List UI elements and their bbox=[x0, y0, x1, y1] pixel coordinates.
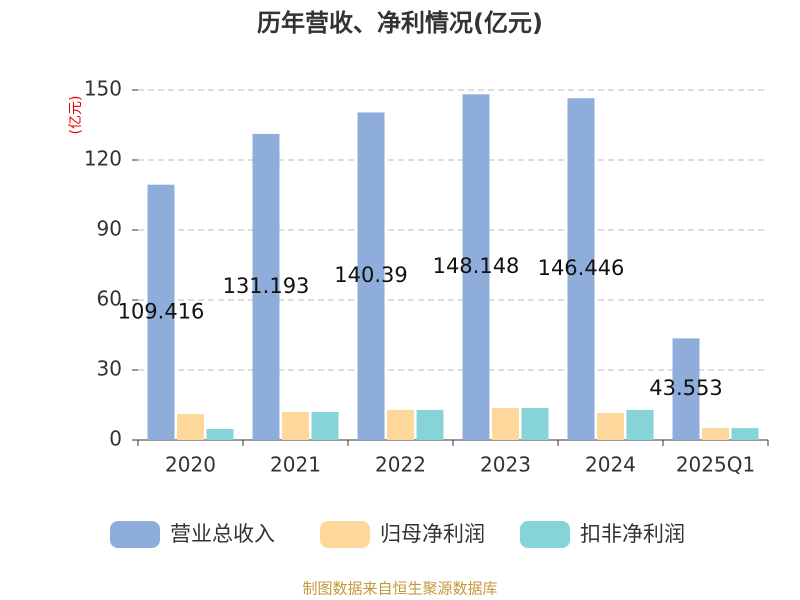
bar bbox=[521, 408, 549, 440]
bar bbox=[731, 428, 759, 440]
data-label: 109.416 bbox=[118, 299, 205, 323]
bar bbox=[147, 184, 175, 440]
data-label: 146.446 bbox=[538, 256, 625, 280]
bar bbox=[252, 133, 280, 440]
y-tick-label: 120 bbox=[84, 147, 122, 171]
data-label: 43.553 bbox=[649, 376, 722, 400]
y-tick-label: 150 bbox=[84, 77, 122, 101]
bar bbox=[462, 94, 490, 440]
x-tick-label: 2020 bbox=[165, 453, 216, 477]
bar bbox=[626, 409, 654, 440]
x-tick-label: 2023 bbox=[480, 453, 531, 477]
bar bbox=[282, 412, 309, 440]
bar bbox=[597, 412, 624, 440]
bar bbox=[702, 428, 729, 440]
bar bbox=[567, 98, 595, 440]
bar bbox=[357, 112, 385, 440]
y-axis-label: (亿元) bbox=[68, 96, 84, 135]
x-tick-label: 2022 bbox=[375, 453, 426, 477]
y-tick-label: 90 bbox=[97, 217, 122, 241]
x-tick-label: 2025Q1 bbox=[676, 453, 755, 477]
bar bbox=[672, 338, 700, 440]
x-tick-label: 2024 bbox=[585, 453, 636, 477]
data-label: 131.193 bbox=[223, 274, 310, 298]
legend-label: 营业总收入 bbox=[170, 522, 275, 546]
source-note: 制图数据来自恒生聚源数据库 bbox=[302, 580, 497, 598]
legend-label: 扣非净利润 bbox=[580, 522, 685, 546]
data-label: 148.148 bbox=[433, 254, 520, 278]
legend-swatch bbox=[520, 521, 570, 548]
bar bbox=[387, 409, 414, 440]
x-tick-label: 2021 bbox=[270, 453, 321, 477]
y-tick-label: 60 bbox=[97, 287, 122, 311]
bar bbox=[492, 408, 519, 440]
chart-title: 历年营收、净利情况(亿元) bbox=[257, 9, 543, 37]
bar bbox=[177, 414, 204, 440]
data-label: 140.39 bbox=[334, 263, 407, 287]
bar bbox=[416, 409, 444, 440]
bar bbox=[311, 412, 339, 440]
legend-swatch bbox=[110, 521, 160, 548]
legend-label: 归母净利润 bbox=[380, 522, 485, 546]
legend-swatch bbox=[320, 521, 370, 548]
y-tick-label: 30 bbox=[97, 357, 122, 381]
y-tick-label: 0 bbox=[109, 427, 122, 451]
bar bbox=[206, 429, 234, 440]
